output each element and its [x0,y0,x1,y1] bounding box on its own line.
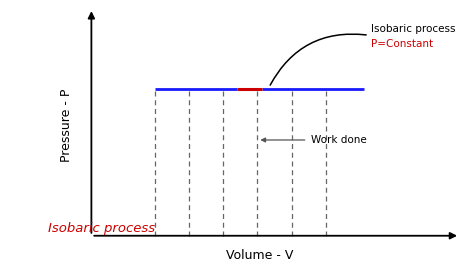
Text: Pressure - P: Pressure - P [60,88,73,162]
Text: P=Constant: P=Constant [371,39,433,49]
Text: Work done: Work done [311,135,367,145]
Text: Isobaric process: Isobaric process [371,24,456,34]
Text: Volume - V: Volume - V [226,249,293,262]
Text: Isobaric process: Isobaric process [48,222,155,235]
